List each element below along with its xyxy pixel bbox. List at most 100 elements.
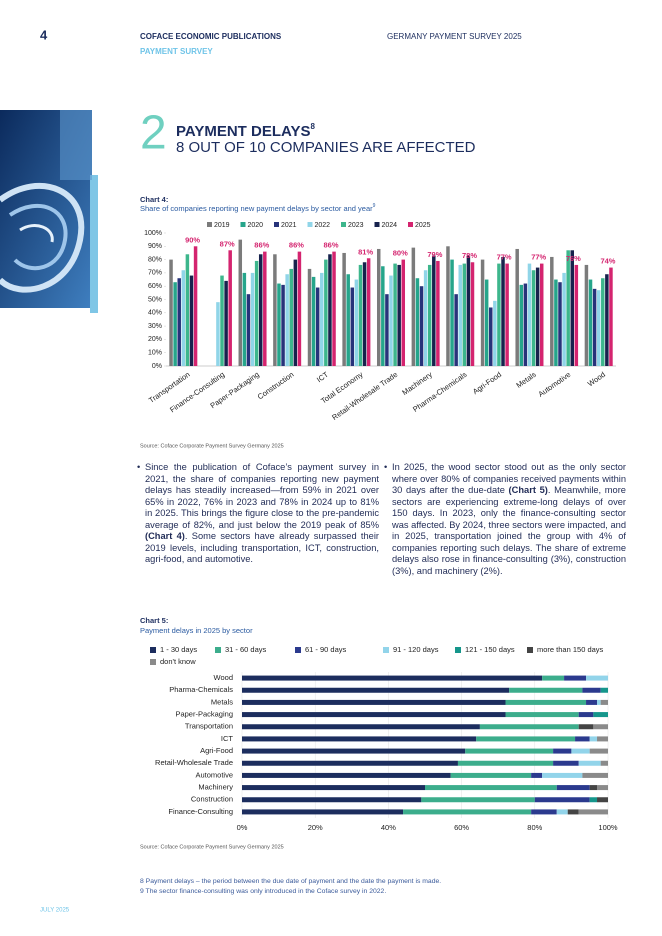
- bullet: •: [384, 462, 388, 472]
- bar: [238, 239, 243, 366]
- bar: [489, 307, 493, 366]
- bar: [273, 254, 277, 366]
- legend-swatch: [408, 222, 413, 227]
- value-label: 86%: [254, 241, 269, 250]
- bar-segment: [242, 736, 477, 742]
- section-subtitle: 8 OUT OF 10 COMPANIES ARE AFFECTED: [176, 139, 476, 156]
- chart-label: Chart 4:: [140, 195, 168, 204]
- bar-segment: [586, 699, 598, 705]
- bar: [307, 268, 312, 366]
- y-tick-label: 40%: [148, 310, 162, 317]
- bar: [554, 279, 558, 366]
- bar: [285, 274, 289, 366]
- value-label: 79%: [427, 250, 442, 259]
- bar-segment: [479, 724, 579, 730]
- bar-segment: [242, 687, 510, 693]
- legend-label: 1 - 30 days: [160, 645, 197, 654]
- bar: [436, 260, 440, 366]
- bar: [588, 279, 593, 366]
- bullet: •: [137, 462, 141, 472]
- bar: [328, 254, 332, 366]
- cover-photo: [0, 110, 98, 313]
- bar: [366, 258, 371, 366]
- bar: [289, 268, 293, 366]
- chart-title-text: Share of companies reporting new payment…: [140, 204, 373, 213]
- y-tick-label: Automotive: [195, 770, 233, 779]
- bar: [446, 246, 450, 366]
- chart-source: Source: Coface Corporate Payment Survey …: [140, 844, 284, 850]
- footnote-ref: 8: [310, 122, 315, 131]
- bar: [550, 256, 554, 366]
- bar-segment: [505, 699, 587, 705]
- x-tick-label: ICT: [315, 370, 330, 385]
- y-tick-label: Retail-Wholesale Trade: [155, 758, 233, 767]
- legend-swatch: [150, 647, 156, 653]
- legend-label: 2020: [248, 222, 264, 229]
- bar: [427, 264, 432, 366]
- footnote-ref: 9: [373, 203, 376, 209]
- bar-segment: [457, 760, 554, 766]
- legend-label: 121 - 150 days: [465, 645, 515, 654]
- y-tick-label: 90%: [148, 243, 162, 250]
- bar-segment: [553, 748, 572, 754]
- bar-segment: [589, 736, 598, 742]
- y-tick-label: Construction: [191, 795, 233, 804]
- bar: [527, 263, 532, 366]
- bar: [354, 279, 359, 366]
- value-label: 77%: [497, 253, 512, 262]
- bar: [423, 270, 428, 366]
- bar: [242, 272, 247, 366]
- section-title-text: PAYMENT DELAYS: [176, 123, 310, 140]
- bar: [450, 259, 454, 366]
- y-tick-label: Pharma-Chemicals: [169, 685, 233, 694]
- value-label: 80%: [393, 249, 408, 258]
- value-label: 81%: [358, 247, 373, 256]
- page-number: 4: [40, 27, 48, 42]
- bar: [311, 276, 316, 366]
- bar-segment: [242, 724, 480, 730]
- y-tick-label: 60%: [148, 283, 162, 290]
- legend-label: 2025: [415, 222, 431, 229]
- value-label: 86%: [289, 241, 304, 250]
- bar-segment: [600, 699, 608, 705]
- value-label: 90%: [185, 235, 200, 244]
- legend-label: 91 - 120 days: [393, 645, 439, 654]
- chart-source: Source: Coface Corporate Payment Survey …: [140, 443, 284, 449]
- bar: [462, 263, 467, 366]
- x-tick-label: Agri-Food: [471, 370, 503, 396]
- bar-segment: [589, 797, 598, 803]
- bar-segment: [553, 760, 579, 766]
- bar-segment: [534, 797, 590, 803]
- bar: [320, 272, 324, 366]
- value-label: 76%: [566, 254, 581, 263]
- bar-segment: [450, 772, 532, 778]
- chart-title: Share of companies reporting new payment…: [140, 203, 376, 213]
- y-tick-label: Wood: [214, 673, 233, 682]
- x-tick-label: 80%: [527, 823, 542, 832]
- bar-segment: [586, 675, 608, 681]
- bar: [376, 248, 381, 366]
- bar-segment: [242, 785, 425, 791]
- y-tick-label: 30%: [148, 323, 162, 330]
- value-label: 86%: [324, 241, 339, 250]
- bar: [558, 282, 562, 366]
- legend-swatch: [274, 222, 279, 227]
- legend-label: 2022: [315, 222, 331, 229]
- bar: [401, 259, 406, 366]
- bar-segment: [597, 797, 608, 803]
- bar-segment: [597, 699, 601, 705]
- bar-segment: [597, 736, 608, 742]
- x-tick-label: Retail-Wholesale Trade: [330, 370, 399, 422]
- bar: [220, 275, 224, 366]
- bar: [596, 290, 601, 366]
- bar: [570, 250, 574, 366]
- footnote: 9 The sector finance-consulting was only…: [140, 888, 386, 895]
- publication: COFACE ECONOMIC PUBLICATIONS: [140, 32, 282, 41]
- bar: [562, 272, 566, 366]
- y-tick-label: 100%: [144, 230, 162, 237]
- bar-segment: [578, 724, 594, 730]
- legend-swatch: [215, 647, 221, 653]
- bar: [254, 260, 259, 366]
- bar: [592, 288, 597, 366]
